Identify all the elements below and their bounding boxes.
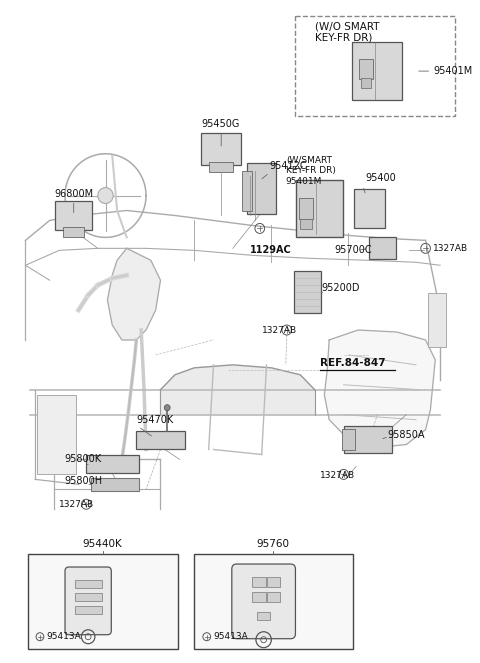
Text: 95450G: 95450G <box>201 119 240 129</box>
Bar <box>201 133 241 164</box>
Text: 95200D: 95200D <box>322 283 360 293</box>
Bar <box>75 606 102 614</box>
FancyBboxPatch shape <box>232 564 296 638</box>
Text: (W/O SMART
KEY-FR DR): (W/O SMART KEY-FR DR) <box>315 21 379 43</box>
Text: 1129AC: 1129AC <box>250 245 292 255</box>
Bar <box>257 612 270 620</box>
Text: 95470K: 95470K <box>136 414 174 424</box>
Polygon shape <box>160 365 315 414</box>
Bar <box>296 17 455 116</box>
Bar <box>369 237 396 259</box>
Bar <box>209 162 233 172</box>
Text: 95401M: 95401M <box>433 66 472 76</box>
Bar <box>297 180 343 237</box>
Text: (W/SMART
KEY-FR DR)
95401M: (W/SMART KEY-FR DR) 95401M <box>286 156 336 186</box>
Bar <box>354 188 385 229</box>
Bar <box>361 78 371 88</box>
Bar <box>429 292 446 347</box>
Bar <box>37 394 76 475</box>
Text: 95700C: 95700C <box>334 245 372 255</box>
Bar <box>344 426 392 453</box>
Text: 95850A: 95850A <box>387 430 424 440</box>
Circle shape <box>98 188 113 204</box>
Text: 95800K: 95800K <box>64 454 101 465</box>
Bar <box>63 227 84 237</box>
Text: 95413A: 95413A <box>214 633 248 641</box>
Bar <box>136 430 185 448</box>
Bar <box>266 592 280 602</box>
Text: 95800H: 95800H <box>64 477 102 487</box>
Bar <box>300 219 312 229</box>
Bar <box>252 592 265 602</box>
Bar <box>266 577 280 587</box>
Text: 96800M: 96800M <box>54 188 94 198</box>
Bar <box>86 455 139 473</box>
Text: 1327AB: 1327AB <box>262 326 297 335</box>
Polygon shape <box>108 249 160 340</box>
Bar <box>294 271 322 313</box>
Text: 1327AB: 1327AB <box>320 471 355 480</box>
Polygon shape <box>324 330 435 448</box>
Text: 1327AB: 1327AB <box>433 244 468 253</box>
Text: REF.84-847: REF.84-847 <box>320 358 385 368</box>
Bar <box>75 580 102 588</box>
Text: 95412C: 95412C <box>269 160 307 170</box>
Bar <box>55 200 92 231</box>
Bar <box>299 198 313 219</box>
Text: 1327AB: 1327AB <box>59 500 95 509</box>
Bar <box>91 478 139 491</box>
Bar <box>75 593 102 601</box>
Bar <box>252 577 265 587</box>
Circle shape <box>164 404 170 410</box>
Bar <box>194 554 353 648</box>
Bar <box>247 162 276 215</box>
Bar <box>359 59 372 79</box>
FancyBboxPatch shape <box>65 567 111 634</box>
Text: 95400: 95400 <box>366 172 396 182</box>
Bar <box>352 42 402 100</box>
Bar <box>28 554 178 648</box>
Text: 95440K: 95440K <box>83 539 122 549</box>
Text: 95760: 95760 <box>257 539 290 549</box>
Text: 95413A: 95413A <box>47 633 82 641</box>
Bar <box>242 170 252 211</box>
Bar <box>342 428 355 450</box>
